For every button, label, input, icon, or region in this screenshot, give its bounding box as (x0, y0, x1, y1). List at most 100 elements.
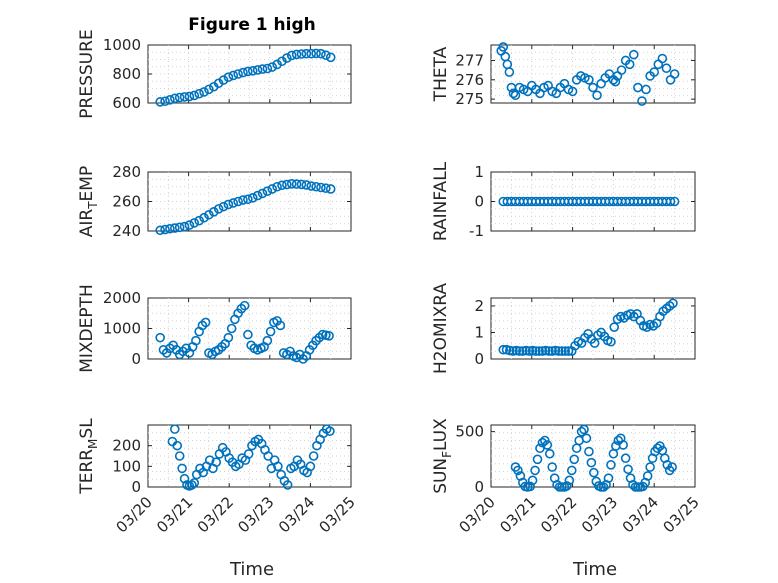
data-point (316, 48, 326, 59)
y-tick-label: 2 (474, 297, 484, 315)
data-point (191, 335, 201, 346)
subplot-1: 600 800 1000 PRESSURE (77, 29, 352, 119)
data-point (257, 188, 268, 199)
data-point (557, 346, 567, 356)
data-point (531, 346, 541, 356)
data-point (566, 465, 577, 476)
data-point (311, 48, 321, 59)
data-point (272, 181, 282, 192)
y-axis-label-rest: LUX (431, 418, 451, 451)
data-point (204, 455, 215, 465)
data-point (155, 97, 165, 107)
data-point (508, 88, 519, 99)
data-point (562, 481, 572, 491)
data-point (514, 346, 525, 356)
data-point (325, 52, 336, 63)
data-point (321, 183, 331, 194)
data-point (534, 346, 544, 356)
data-point (179, 473, 190, 484)
data-point (588, 82, 598, 93)
y-axis-label: PRESSURE (77, 29, 97, 118)
y-tick-label: 600 (112, 94, 141, 112)
data-point (325, 184, 336, 194)
subplot-6: 0 1 2 H2OMIXRA (431, 283, 696, 374)
data-point (223, 72, 234, 82)
data-point (560, 346, 571, 356)
data-point (252, 190, 263, 201)
data-point (233, 196, 243, 207)
data-point (169, 424, 180, 434)
data-point (589, 338, 600, 348)
data-point (530, 465, 540, 476)
y-axis-label: AIRTEMP (77, 166, 100, 237)
data-point (247, 66, 258, 76)
data-point (228, 70, 239, 81)
data-point (661, 63, 672, 73)
series-markers (167, 424, 335, 491)
data-point (296, 179, 307, 190)
data-point (194, 88, 204, 99)
data-point (576, 426, 587, 437)
y-axis-label: TERRMSL (77, 418, 100, 495)
y-axis-label-subscript: F (440, 451, 454, 458)
data-point (525, 481, 535, 492)
y-tick-label: 0 (474, 193, 484, 211)
data-point (267, 62, 278, 72)
data-point (243, 66, 253, 77)
data-point (275, 320, 286, 331)
data-point (194, 215, 204, 226)
data-point (155, 225, 165, 236)
data-point (649, 67, 660, 77)
data-point (669, 69, 680, 79)
data-point (243, 449, 254, 459)
data-point (204, 209, 214, 220)
data-point (544, 346, 554, 356)
y-tick-label: -1 (469, 222, 484, 240)
data-point (324, 331, 334, 341)
data-point (301, 180, 312, 190)
data-point (177, 463, 187, 474)
data-point (586, 457, 597, 468)
data-point (199, 87, 209, 97)
data-point (282, 480, 293, 490)
data-point (581, 433, 592, 444)
data-point (179, 92, 190, 102)
data-point (189, 478, 200, 488)
data-point (616, 65, 627, 75)
y-tick-label: 277 (455, 51, 484, 69)
series-markers (498, 196, 680, 207)
data-point (247, 193, 258, 203)
data-point (211, 457, 222, 468)
y-tick-label: 0 (131, 350, 141, 368)
data-point (262, 335, 273, 346)
data-point (610, 76, 621, 87)
y-tick-label: 1 (474, 163, 484, 181)
data-point (609, 322, 620, 332)
data-point (169, 93, 180, 104)
data-point (637, 96, 647, 106)
y-axis-label: H2OMIXRA (431, 283, 451, 374)
data-point (213, 204, 224, 214)
data-point (598, 482, 609, 492)
data-point (498, 42, 509, 52)
data-point (498, 344, 509, 355)
data-point (282, 53, 292, 63)
data-point (510, 90, 521, 101)
data-point (620, 453, 631, 464)
data-point (233, 69, 243, 79)
data-point (165, 223, 175, 234)
data-point (189, 90, 200, 101)
y-tick-label: 240 (112, 222, 141, 240)
data-point (174, 451, 185, 461)
y-tick-label: 1 (474, 323, 484, 341)
data-point (155, 332, 165, 343)
data-point (296, 49, 307, 59)
subplot-4: -1 0 1 RAINFALL (431, 161, 696, 241)
y-axis-label-subscript: M (86, 439, 100, 449)
data-point (306, 181, 317, 191)
data-point (172, 440, 183, 451)
data-point (606, 336, 616, 347)
data-point (657, 53, 668, 64)
data-point (273, 461, 283, 472)
